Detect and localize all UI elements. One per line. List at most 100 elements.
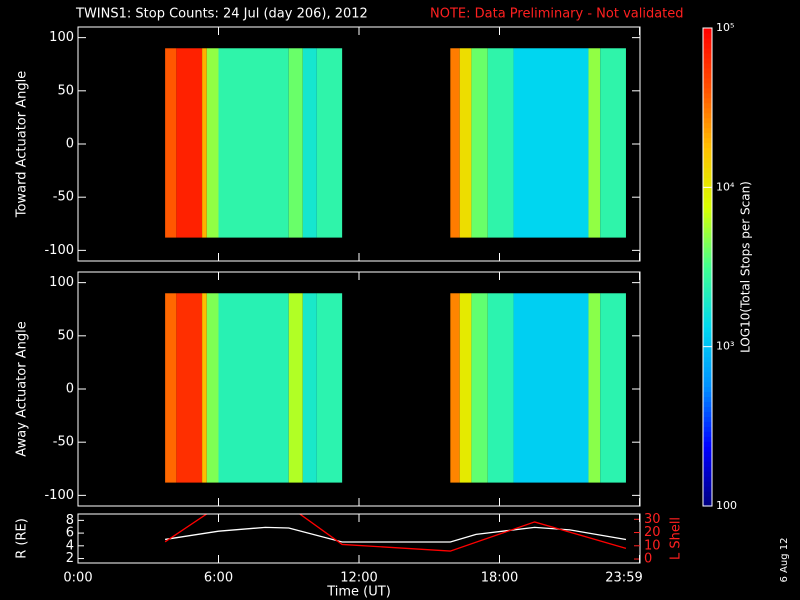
y-tick-label: 4 [66, 538, 74, 553]
colorbar-swatch [703, 296, 712, 303]
colorbar-swatch [703, 28, 712, 34]
chart-title: TWINS1: Stop Counts: 24 Jul (day 206), 2… [75, 7, 368, 22]
colorbar-swatch [703, 227, 712, 233]
heat-cell [302, 293, 317, 483]
y-axis-label: R (RE) [15, 518, 30, 559]
colorbar-swatch [703, 37, 712, 44]
colorbar-swatch [703, 336, 712, 343]
colorbar-swatch [703, 97, 712, 104]
colorbar-swatch [703, 491, 712, 497]
colorbar-swatch [703, 421, 712, 427]
colorbar-swatch [703, 222, 712, 228]
colorbar-swatch [703, 471, 712, 477]
colorbar-swatch [703, 386, 712, 393]
x-tick-label: 18:00 [481, 571, 518, 586]
colorbar-swatch [703, 42, 712, 49]
heat-cell [588, 293, 601, 483]
x-tick-label: 12:00 [340, 571, 377, 586]
series-line [164, 514, 627, 552]
y-tick-label: -100 [44, 488, 74, 503]
colorbar-swatch [703, 456, 712, 462]
colorbar-swatch [703, 137, 712, 144]
y2-tick-label: 10 [644, 538, 661, 553]
colorbar-label: LOG10(Total Stops per Scan) [739, 181, 753, 353]
colorbar-swatch [703, 77, 712, 84]
colorbar-swatch [703, 271, 712, 278]
colorbar-swatch [703, 396, 712, 403]
heat-cell [316, 48, 343, 238]
colorbar-swatch [703, 311, 712, 318]
heat-cell [165, 293, 177, 483]
heat-cell [218, 293, 289, 483]
heat-cell [288, 293, 303, 483]
colorbar-swatch [703, 102, 712, 109]
colorbar-swatch [703, 346, 712, 353]
colorbar-swatch [703, 431, 712, 437]
colorbar-swatch [703, 147, 712, 154]
y-tick-label: 50 [57, 328, 74, 343]
colorbar-swatch [703, 62, 712, 69]
colorbar-swatch [703, 281, 712, 288]
colorbar-tick-label: 10³ [716, 340, 734, 353]
colorbar-swatch [703, 257, 712, 263]
heat-cell [459, 48, 472, 238]
x-axis-label: Time (UT) [326, 585, 391, 600]
colorbar-swatch [703, 466, 712, 472]
colorbar-swatch [703, 117, 712, 124]
colorbar-swatch [703, 351, 712, 358]
heat-cell [316, 293, 343, 483]
heat-cell [176, 48, 203, 238]
heat-cell [600, 48, 626, 238]
colorbar-swatch [703, 202, 712, 208]
x-tick-label: 6:00 [204, 571, 233, 586]
colorbar-swatch [703, 132, 712, 139]
heat-cell [288, 48, 303, 238]
colorbar-swatch [703, 207, 712, 213]
colorbar-swatch [703, 366, 712, 373]
colorbar-swatch [703, 237, 712, 243]
colorbar-swatch [703, 177, 712, 183]
colorbar-swatch [703, 451, 712, 457]
y-tick-label: 100 [49, 30, 74, 45]
y-tick-label: -100 [44, 243, 74, 258]
colorbar-swatch [703, 197, 712, 203]
colorbar-swatch [703, 122, 712, 129]
heat-cell [450, 48, 460, 238]
y-tick-label: 100 [49, 275, 74, 290]
colorbar-swatch [703, 411, 712, 417]
colorbar-swatch [703, 291, 712, 298]
y-tick-label: 2 [66, 551, 74, 566]
heat-cell [487, 48, 514, 238]
y2-axis-label: L Shell [669, 517, 684, 560]
colorbar-swatch [703, 391, 712, 398]
heat-cell [202, 293, 207, 483]
colorbar-swatch [703, 481, 712, 487]
colorbar-swatch [703, 112, 712, 119]
colorbar-swatch [703, 232, 712, 238]
colorbar-swatch [703, 361, 712, 368]
colorbar-swatch [703, 47, 712, 54]
colorbar-swatch [703, 406, 712, 412]
heat-cell [459, 293, 472, 483]
colorbar-swatch [703, 217, 712, 223]
colorbar-swatch [703, 187, 712, 193]
y-tick-label: 50 [57, 83, 74, 98]
x-tick-label: 23:59 [605, 571, 642, 586]
y2-tick-label: 0 [644, 552, 652, 567]
colorbar-swatch [703, 476, 712, 482]
colorbar-swatch [703, 496, 712, 502]
heat-cell [600, 293, 626, 483]
colorbar-tick-label: 10⁴ [716, 180, 735, 193]
colorbar-swatch [703, 426, 712, 432]
heat-cell [202, 48, 207, 238]
colorbar-swatch [703, 247, 712, 253]
y-tick-label: 6 [66, 526, 74, 541]
y-tick-label: -50 [53, 435, 74, 450]
colorbar-swatch [703, 326, 712, 333]
heat-cell [302, 48, 317, 238]
heat-cell [206, 48, 219, 238]
y2-tick-label: 30 [644, 512, 661, 527]
x-tick-label: 0:00 [63, 571, 92, 586]
